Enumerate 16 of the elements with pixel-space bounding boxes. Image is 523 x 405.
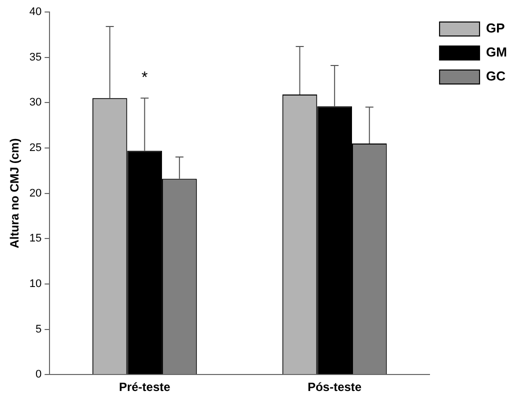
legend-label: GC — [486, 68, 506, 84]
legend-label: GM — [486, 44, 508, 60]
y-axis-title: Altura no CMJ (cm) — [8, 138, 22, 248]
y-tick-label: 5 — [36, 323, 42, 336]
y-tick-label: 35 — [29, 51, 42, 64]
y-tick-label: 40 — [29, 6, 42, 18]
y-tick-label: 30 — [29, 96, 42, 109]
annotation: * — [142, 70, 148, 87]
y-tick-label: 0 — [36, 368, 42, 381]
y-tick-label: 15 — [29, 232, 42, 245]
y-tick-label: 20 — [29, 187, 42, 200]
legend-label: GP — [486, 20, 506, 36]
x-tick-label: Pré-teste — [118, 380, 171, 394]
x-tick-label: Pós-teste — [308, 380, 362, 394]
y-tick-label: 25 — [29, 142, 42, 154]
y-tick-label: 10 — [29, 278, 42, 290]
